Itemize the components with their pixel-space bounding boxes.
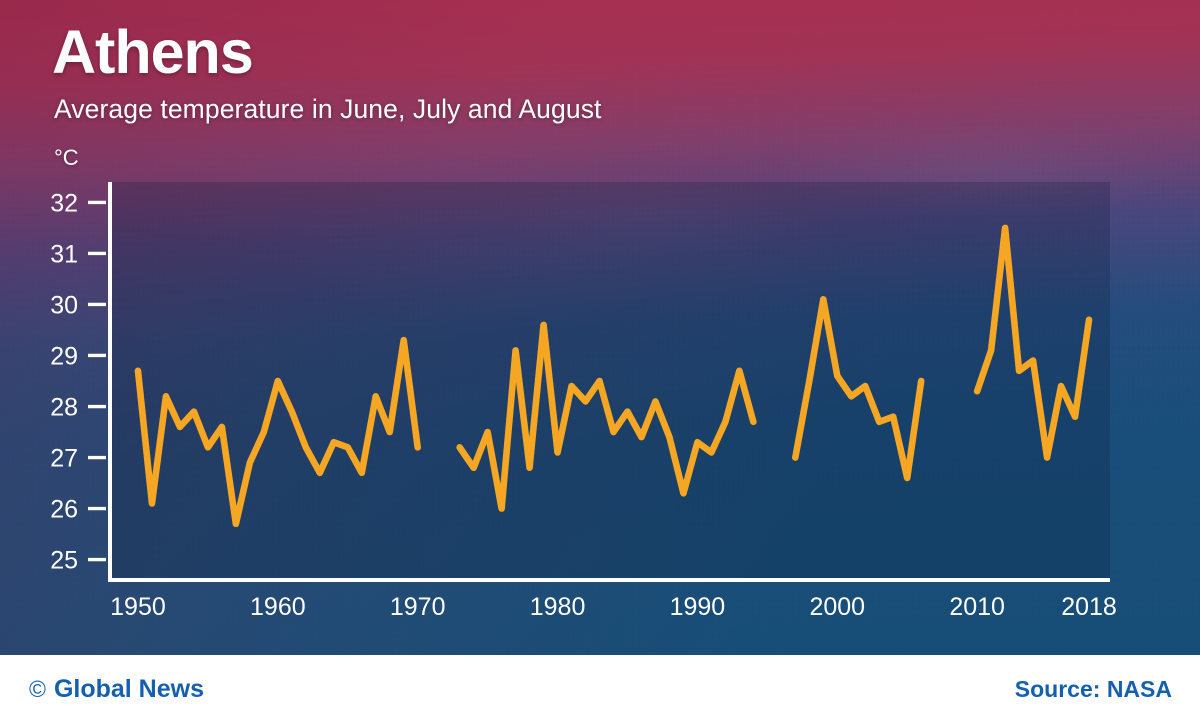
x-axis-tick-label: 1970: [390, 593, 446, 621]
page-subtitle: Average temperature in June, July and Au…: [54, 94, 602, 124]
y-axis-tick-labels: 25 26 27 28 29 30 31 32: [50, 189, 78, 574]
series-line-segment: [456, 321, 757, 512]
y-axis-tick-label: 29: [50, 342, 78, 370]
y-axis-tick-label: 27: [50, 445, 78, 473]
x-axis-tick-label: 1950: [110, 593, 166, 621]
copyright-icon: ©: [29, 676, 46, 702]
page-title: Athens: [52, 18, 254, 86]
y-axis-tick-label: 30: [50, 291, 78, 319]
brand-name: Global News: [53, 675, 204, 703]
footer-bar: [0, 655, 1200, 720]
x-axis-tick-labels: 1950 1960 1970 1980 1990 2000 2010 2018: [110, 593, 1117, 621]
chart-axis-lines: [108, 182, 1110, 582]
x-axis-tick-label: 1990: [670, 593, 726, 621]
x-axis-tick-label: 2010: [949, 593, 1005, 621]
y-axis-tick-label: 26: [50, 496, 78, 524]
y-axis-ticks: [88, 200, 106, 562]
x-axis-tick-label: 2000: [809, 593, 865, 621]
gradient-color-wash: [0, 0, 1200, 655]
x-axis-tick-label: 2018: [1061, 593, 1117, 621]
y-axis-tick-label: 25: [50, 547, 78, 575]
brand-credit: © Global News: [29, 675, 204, 704]
y-axis-tick-label: 28: [50, 394, 78, 422]
x-axis-tick-label: 1960: [250, 593, 306, 621]
series-line-segment: [134, 336, 421, 528]
y-axis-tick-label: 32: [50, 189, 78, 217]
series-line-segment: [973, 224, 1093, 461]
y-axis-tick-label: 31: [50, 240, 78, 268]
y-axis-unit-label: °C: [54, 145, 79, 170]
source-credit: Source: NASA: [1014, 676, 1172, 702]
series-line-segment: [792, 296, 925, 482]
x-axis-tick-label: 1980: [530, 593, 586, 621]
temperature-line-chart: 25 26 27 28 29 30 31 32 1950 1960 1970 1980 1990 200…: [50, 182, 1117, 621]
series-line-group: [134, 224, 1093, 528]
gradient-color-wash-secondary: [0, 0, 1200, 655]
